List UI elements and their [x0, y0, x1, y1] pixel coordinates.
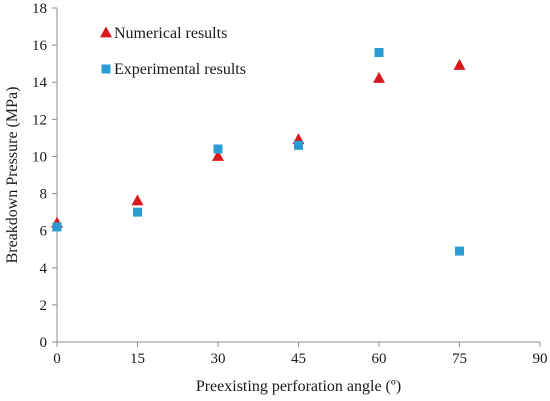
experimental-point [133, 207, 142, 217]
x-axis-title: Preexisting perforation angle (º) [196, 378, 401, 395]
experimental-point [374, 48, 384, 58]
x-tick-label: 90 [533, 351, 548, 367]
series-numerical [51, 58, 466, 228]
legend: Numerical results Experimental results [100, 25, 246, 78]
x-tick-label: 15 [130, 351, 145, 367]
legend-marker [100, 26, 112, 38]
legend-item: Numerical results [100, 25, 227, 42]
series-experimental [52, 48, 464, 256]
x-tick-label: 0 [53, 351, 61, 367]
y-tick-label: 6 [40, 224, 48, 240]
legend-label: Experimental results [114, 61, 246, 78]
y-tick-label: 8 [40, 187, 48, 203]
numerical-point [131, 194, 144, 206]
x-axis-ticks: 0 15 30 45 60 75 90 [53, 342, 548, 367]
numerical-point [453, 58, 466, 70]
experimental-point [455, 246, 464, 256]
y-tick-label: 0 [40, 335, 48, 351]
data-points [51, 48, 466, 256]
x-tick-label: 75 [452, 351, 467, 367]
x-tick-label: 60 [372, 351, 387, 367]
experimental-point [52, 222, 62, 232]
x-tick-label: 45 [291, 351, 306, 367]
numerical-point [212, 149, 224, 161]
legend-item: Experimental results [101, 61, 246, 78]
y-tick-label: 18 [32, 1, 47, 17]
numerical-point [373, 71, 385, 83]
axes [56, 8, 540, 343]
y-tick-label: 16 [32, 38, 48, 54]
y-tick-label: 10 [32, 149, 47, 165]
x-tick-label: 30 [211, 351, 226, 367]
experimental-point [213, 144, 223, 154]
experimental-point [294, 140, 303, 150]
y-axis-title: Breakdown Pressure (MPa) [4, 87, 21, 264]
legend-label: Numerical results [114, 25, 227, 42]
y-axis-ticks: 0 2 4 6 8 10 12 14 16 18 [32, 1, 57, 351]
y-tick-label: 2 [40, 298, 48, 314]
y-tick-label: 14 [32, 75, 48, 91]
legend-marker [101, 64, 111, 74]
y-tick-label: 4 [40, 261, 48, 277]
y-tick-label: 12 [32, 112, 47, 128]
